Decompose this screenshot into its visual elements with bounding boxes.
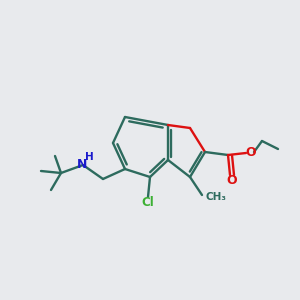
Text: O: O <box>246 146 256 158</box>
Text: N: N <box>77 158 87 170</box>
Text: O: O <box>227 175 237 188</box>
Text: Cl: Cl <box>142 196 154 209</box>
Text: H: H <box>85 152 93 162</box>
Text: CH₃: CH₃ <box>206 192 227 202</box>
